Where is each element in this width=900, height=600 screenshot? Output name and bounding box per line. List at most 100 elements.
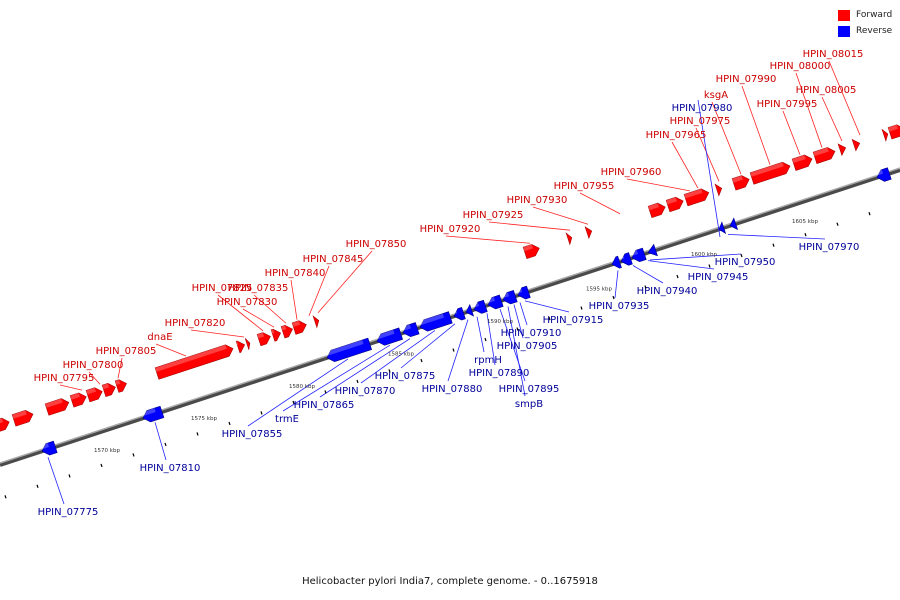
forward-gene-10	[256, 332, 271, 347]
forward-gene-23	[749, 161, 791, 185]
forward-gene-22	[731, 175, 750, 191]
reverse-gene-label: HPIN_07935	[589, 301, 650, 312]
minor-tick	[548, 316, 551, 321]
minor-tick	[452, 348, 455, 352]
scale-tick-label: 1600 kbp	[691, 252, 717, 258]
reverse-gene-label: HPIN_07855	[222, 429, 283, 440]
reverse-gene-14	[630, 247, 647, 263]
forward-gene-label: HPIN_07795	[34, 373, 95, 384]
forward-gene-16	[565, 232, 573, 246]
reverse-leader-line	[247, 358, 349, 427]
minor-tick	[292, 400, 295, 405]
leader-layer	[47, 60, 861, 505]
minor-tick	[196, 432, 199, 436]
forward-leader-line	[190, 329, 245, 338]
forward-gene-18	[647, 202, 666, 219]
forward-leader-line	[88, 371, 101, 385]
forward-gene-label: HPIN_07995	[757, 99, 818, 110]
reverse-gene-4	[401, 322, 420, 338]
reverse-gene-9	[486, 294, 504, 310]
reverse-gene-label: HPIN_07970	[799, 242, 860, 253]
minor-tick	[260, 411, 263, 415]
forward-gene-6	[114, 379, 127, 393]
forward-leader-line	[828, 60, 861, 136]
reverse-gene-13	[619, 252, 633, 266]
legend-forward-label: Forward	[856, 10, 893, 20]
minor-tick	[804, 232, 807, 237]
reverse-gene-8	[472, 299, 488, 314]
reverse-gene-18	[875, 167, 892, 182]
reverse-gene-2	[325, 337, 373, 362]
minor-tick	[324, 390, 327, 394]
reverse-gene-label: smpB	[515, 399, 543, 410]
forward-gene-12	[280, 324, 293, 339]
legend-forward: Forward	[838, 9, 892, 21]
forward-leader-line	[821, 96, 843, 142]
reverse-gene-17	[729, 217, 739, 231]
forward-gene-3	[69, 392, 87, 408]
minor-tick	[740, 253, 743, 258]
reverse-gene-10	[501, 289, 518, 305]
forward-gene-17	[584, 226, 593, 240]
forward-gene-9	[244, 338, 251, 350]
reverse-leader-line	[524, 300, 570, 313]
reverse-gene-label: HPIN_07865	[294, 400, 355, 411]
tick-layer: 1570 kbp 1575 kbp 1580 kbp 1585 kbp 1590 kbp…	[4, 211, 871, 499]
gene-layer	[0, 124, 900, 456]
forward-gene-label: HPIN_07925	[463, 210, 524, 221]
forward-gene-7	[154, 344, 234, 380]
reverse-leader-line	[513, 304, 524, 339]
legend-reverse-label: Reverse	[856, 26, 893, 36]
forward-gene-label: HPIN_07965	[646, 130, 707, 141]
minor-tick	[164, 442, 167, 447]
forward-gene-label: HPIN_08005	[796, 85, 857, 96]
reverse-leader-line	[476, 316, 485, 353]
forward-leader-line	[290, 279, 298, 320]
minor-tick	[516, 327, 519, 331]
minor-tick	[836, 222, 839, 226]
forward-leader-line	[317, 250, 373, 314]
forward-gene-label: HPIN_07825	[192, 283, 253, 294]
forward-gene-label: HPIN_08015	[803, 49, 864, 60]
forward-gene-29	[887, 124, 900, 140]
forward-gene-label: HPIN_08000	[770, 61, 831, 72]
forward-gene-label: HPIN_07850	[346, 239, 407, 250]
reverse-gene-label: HPIN_07890	[469, 368, 530, 379]
minor-tick	[228, 421, 231, 426]
reverse-leader-line	[154, 422, 167, 461]
scale-tick-label: 1595 kbp	[586, 287, 612, 293]
forward-leader-line	[445, 235, 531, 244]
forward-gene-28	[881, 128, 889, 142]
minor-tick	[132, 453, 135, 457]
scale-tick-label: 1580 kbp	[289, 384, 315, 390]
legend-reverse: Reverse	[838, 25, 892, 37]
reverse-gene-label: HPIN_07910	[501, 328, 562, 339]
minor-tick	[356, 379, 359, 384]
forward-leader-line	[711, 101, 742, 175]
minor-tick	[644, 285, 647, 289]
reverse-leader-line	[360, 330, 436, 384]
forward-gene-label: HPIN_07960	[601, 167, 662, 178]
forward-gene-26	[837, 143, 847, 157]
reverse-gene-15	[646, 243, 658, 257]
minor-tick	[4, 495, 7, 499]
legend-forward-swatch	[838, 9, 850, 21]
forward-gene-2	[44, 398, 70, 416]
reverse-gene-11	[516, 285, 531, 300]
forward-leader-line	[242, 308, 275, 328]
forward-gene-label: ksgA	[704, 90, 728, 101]
reverse-leader-line	[649, 253, 742, 261]
reverse-gene-label: HPIN_07980	[672, 103, 733, 114]
forward-leader-line	[217, 294, 264, 332]
reverse-leader-line	[47, 457, 65, 505]
minor-tick	[388, 369, 391, 373]
minor-tick	[36, 484, 39, 489]
reverse-leader-line	[499, 308, 526, 382]
forward-gene-label: HPIN_07920	[420, 224, 481, 235]
forward-gene-13	[291, 320, 307, 335]
reverse-leader-line	[632, 265, 664, 284]
minor-tick	[772, 243, 775, 247]
forward-gene-1	[11, 410, 34, 427]
forward-leader-line	[59, 384, 83, 391]
